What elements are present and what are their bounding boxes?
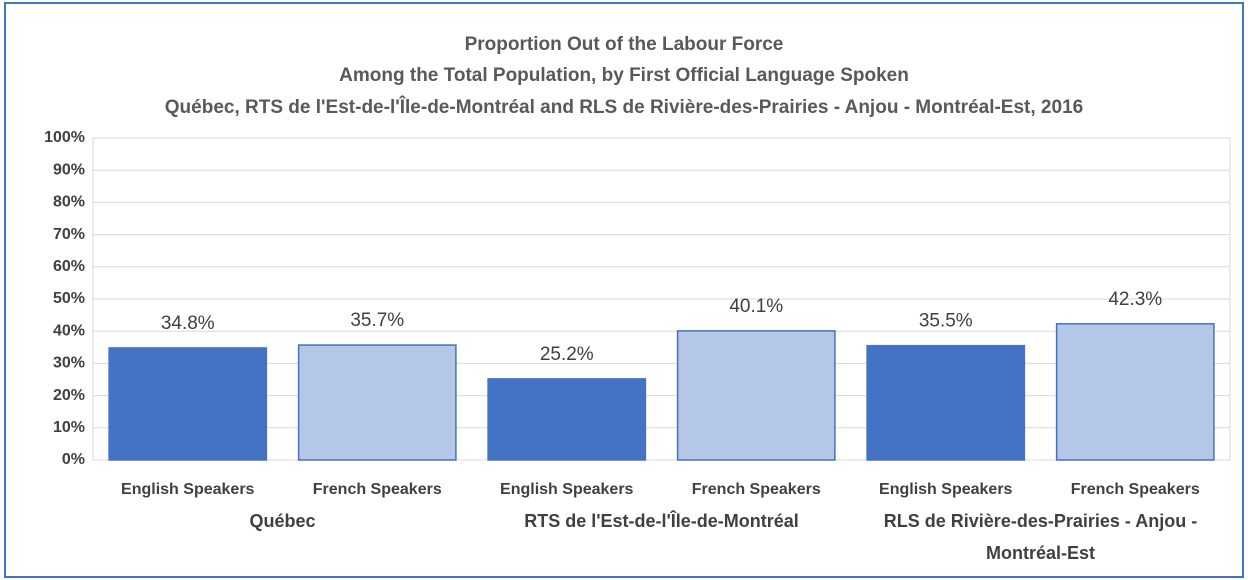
bar [487, 378, 647, 461]
y-tick-label: 80% [53, 194, 85, 211]
data-label: 35.7% [350, 310, 404, 331]
group-label: RTS de l'Est-de-l'Île-de-Montréal [524, 511, 799, 531]
data-label: 35.5% [919, 311, 973, 332]
frame [4, 2, 1244, 578]
x-tick-label: French Speakers [1071, 481, 1200, 498]
group-label: RLS de Rivière-des-Prairies - Anjou - Mo… [883, 511, 1198, 563]
plot-border [92, 137, 1231, 461]
y-tick-label: 0% [62, 451, 85, 468]
y-tick-label: 10% [53, 419, 85, 436]
x-tick-label: English Speakers [500, 481, 633, 498]
chart-title: Proportion Out of the Labour Force [465, 34, 784, 55]
bar [108, 347, 268, 461]
x-tick-label: English Speakers [879, 481, 1012, 498]
bar [297, 344, 457, 461]
data-label: 40.1% [729, 296, 783, 317]
y-tick-label: 30% [53, 355, 85, 372]
y-tick-label: 50% [53, 290, 85, 307]
bar [676, 330, 836, 461]
chart-subtitle: Among the Total Population, by First Off… [339, 65, 909, 86]
y-tick-label: 70% [53, 226, 85, 243]
data-label: 34.8% [161, 313, 215, 334]
y-tick-label: 20% [53, 387, 85, 404]
x-tick-label: French Speakers [692, 481, 821, 498]
y-tick-label: 100% [44, 129, 85, 146]
bar [1055, 323, 1215, 461]
data-label: 42.3% [1108, 289, 1162, 310]
y-tick-label: 40% [53, 322, 85, 339]
chart-subtitle: Québec, RTS de l'Est-de-l'Île-de-Montréa… [165, 96, 1083, 118]
y-tick-label: 90% [53, 161, 85, 178]
y-tick-label: 60% [53, 258, 85, 275]
x-tick-label: English Speakers [121, 481, 254, 498]
bar [866, 344, 1026, 461]
data-label: 25.2% [540, 344, 594, 365]
x-tick-label: French Speakers [313, 481, 442, 498]
group-label: Québec [249, 511, 316, 531]
